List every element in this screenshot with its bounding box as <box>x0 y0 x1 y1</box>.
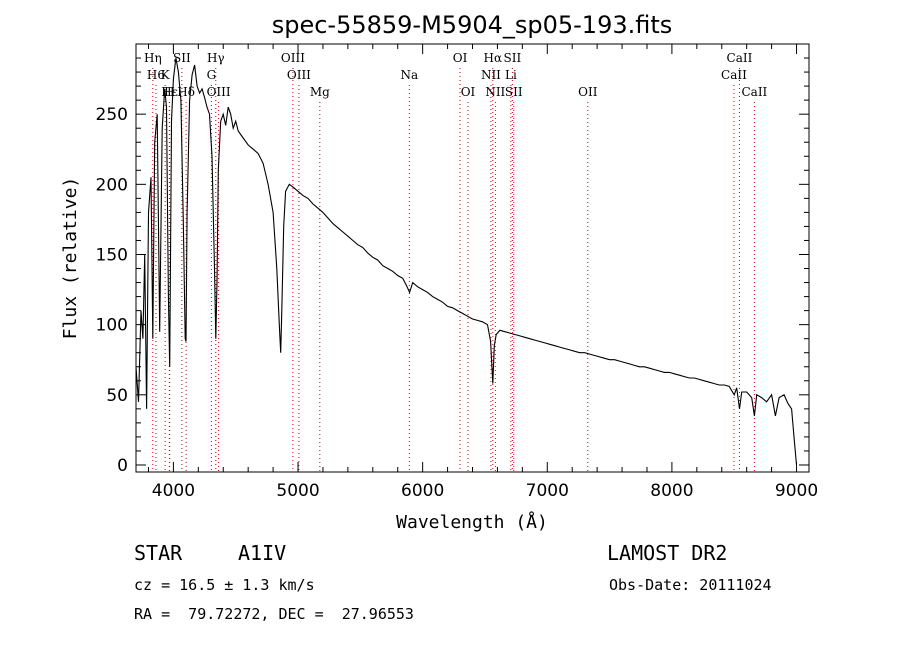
line-label: H <box>164 85 174 99</box>
line-label: CaII <box>721 68 747 82</box>
line-label: Hη <box>144 51 162 65</box>
x-axis-label: Wavelength (Å) <box>396 511 548 533</box>
line-label: SII <box>505 85 523 99</box>
line-label: NII <box>485 85 505 99</box>
line-label: SII <box>173 51 191 65</box>
y-axis: 0 50 100 150 200 250 <box>96 57 809 476</box>
survey-name: LAMOST DR2 <box>607 541 728 565</box>
y-tick-label: 100 <box>96 316 128 336</box>
y-tick-label: 200 <box>96 175 128 195</box>
coordinates: RA = 79.72272, DEC = 27.96553 <box>134 605 414 623</box>
object-subclass: A1IV <box>238 541 287 565</box>
line-label: OIII <box>287 68 311 82</box>
line-label: Mg <box>310 85 330 99</box>
line-label: OI <box>461 85 476 99</box>
line-label: Hα <box>484 51 503 65</box>
line-label: OII <box>578 85 598 99</box>
object-class: STAR <box>134 541 183 565</box>
line-label: Li <box>505 68 517 82</box>
line-label: OIII <box>281 51 305 65</box>
x-tick-label: 9000 <box>775 481 818 501</box>
spectrum-line <box>135 57 798 466</box>
line-label: K <box>161 68 171 82</box>
line-label: SII <box>504 51 522 65</box>
x-tick-label: 7000 <box>526 481 569 501</box>
line-label: NII <box>481 68 501 82</box>
y-tick-label: 250 <box>96 105 128 125</box>
redshift-readout: cz = 16.5 ± 1.3 km/s <box>134 576 315 594</box>
line-label: G <box>207 68 217 82</box>
line-label: OI <box>453 51 468 65</box>
line-label: H6 <box>147 68 165 82</box>
x-tick-label: 4000 <box>152 481 195 501</box>
y-axis-label: Flux (relative) <box>60 177 81 340</box>
line-label: Na <box>400 68 418 82</box>
obs-date: Obs-Date: 20111024 <box>609 576 772 594</box>
y-tick-label: 50 <box>106 386 128 406</box>
line-label: CaII <box>727 51 753 65</box>
x-tick-label: 6000 <box>401 481 444 501</box>
plot-frame <box>135 43 810 473</box>
x-tick-label: 5000 <box>276 481 319 501</box>
line-label: OIII <box>207 85 231 99</box>
y-tick-label: 0 <box>117 456 128 476</box>
emission-line-markers <box>152 68 755 472</box>
line-label: CaII <box>741 85 767 99</box>
chart-title: spec-55859-M5904_sp05-193.fits <box>272 11 673 39</box>
y-tick-label: 150 <box>96 245 128 265</box>
line-label: Hγ <box>207 51 225 65</box>
x-tick-label: 8000 <box>650 481 693 501</box>
x-axis: 4000 5000 6000 7000 8000 9000 <box>147 44 818 501</box>
